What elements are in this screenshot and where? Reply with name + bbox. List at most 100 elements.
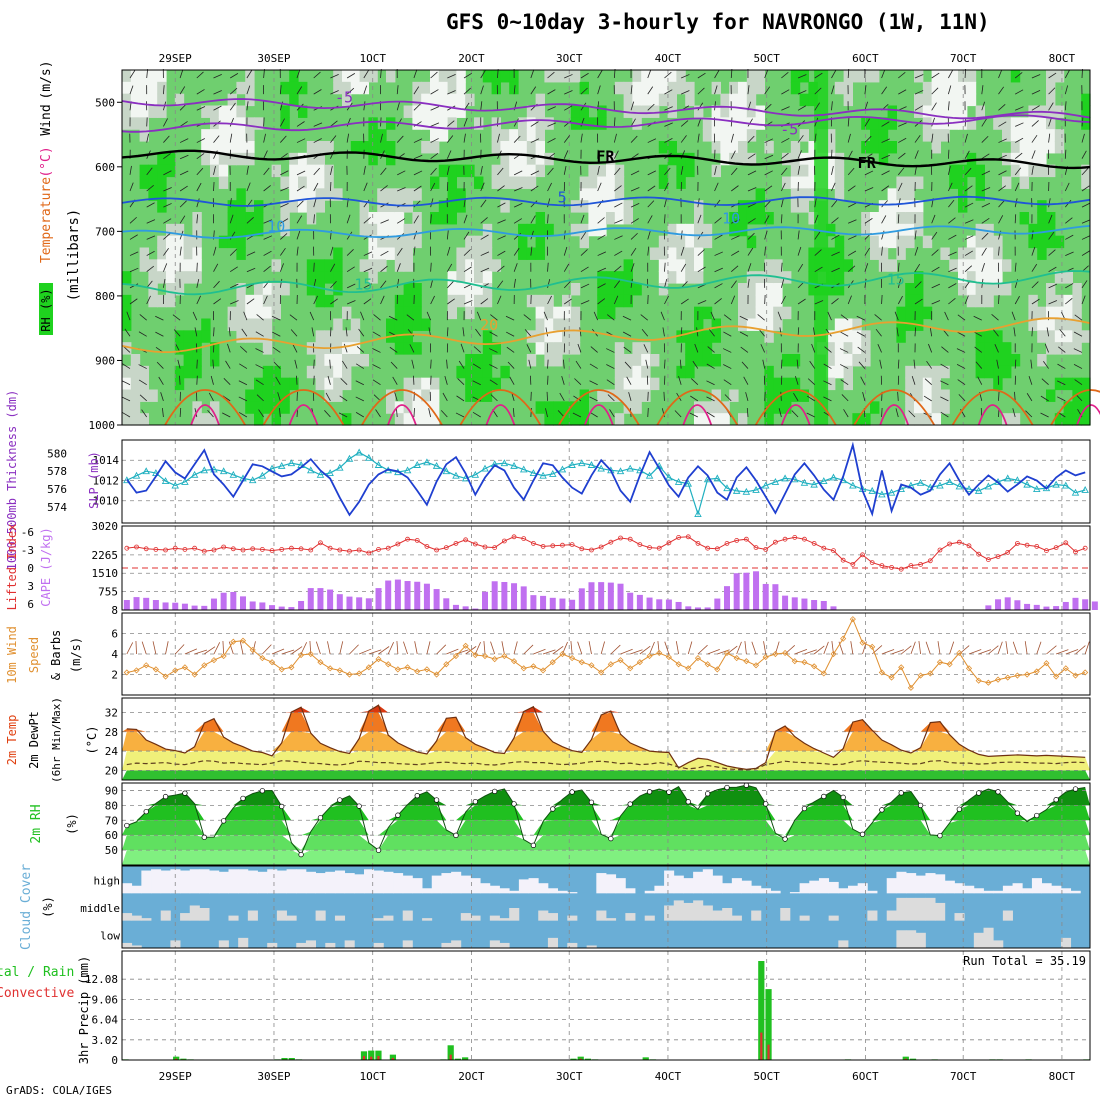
wind-barb <box>413 138 423 143</box>
cloud-low-bar <box>267 942 278 948</box>
wind-barb <box>463 300 473 305</box>
rh-cell <box>236 247 246 260</box>
lifted-index-marker <box>463 537 469 543</box>
rh-cell <box>958 93 968 107</box>
wind-barb <box>380 185 388 192</box>
cape-bar <box>1062 601 1069 610</box>
rh-cell <box>808 81 818 95</box>
wind-barb <box>630 101 635 111</box>
rh-cell <box>245 389 255 402</box>
rh2m-marker <box>995 789 1001 795</box>
slp-axis-label: SLP (mb) <box>87 451 101 509</box>
wind-barb <box>597 217 605 224</box>
wind-barb <box>129 298 138 305</box>
cloud-high-bar <box>373 870 384 894</box>
cloud-high-bar <box>393 873 404 894</box>
rh-cell <box>720 129 730 142</box>
rh-cell <box>694 105 704 118</box>
wind-barb <box>444 375 448 385</box>
pressure-tick-label: 600 <box>95 161 115 174</box>
rh-cell <box>236 330 246 343</box>
wind-barb-10m <box>271 648 285 655</box>
rh-cell <box>676 235 686 249</box>
lifted-index-marker <box>1063 540 1069 546</box>
rh-cell <box>711 354 721 367</box>
rh-cell <box>210 105 220 118</box>
cloud-high-bar <box>141 870 152 894</box>
wind-barb <box>246 85 251 95</box>
wind-barb <box>355 380 365 386</box>
rh-cell <box>597 389 607 402</box>
wind-barb <box>255 348 264 353</box>
rh-cell <box>826 365 836 379</box>
wind-barb <box>981 247 987 256</box>
wind-barb <box>163 135 170 143</box>
rh-cell <box>148 259 158 272</box>
rh-cell <box>289 176 299 189</box>
rh-cell <box>421 413 431 426</box>
wind-barb <box>138 331 147 337</box>
wind-barb <box>513 247 520 256</box>
wind-barb <box>229 133 233 143</box>
cloud-high-bar <box>896 871 907 894</box>
wind-barb <box>372 348 381 353</box>
rh-cell <box>914 401 924 414</box>
wind-barb <box>660 311 665 321</box>
lifted-index-marker <box>705 545 711 551</box>
wind-speed-marker <box>569 655 576 662</box>
wind-barb <box>931 249 939 256</box>
rh-cell <box>878 235 889 249</box>
rh-cell <box>764 271 774 284</box>
wind-barb <box>313 375 315 385</box>
wind-barb <box>613 68 616 79</box>
wind-barb <box>647 138 657 143</box>
lifted-index-marker <box>1073 549 1078 555</box>
rh-cell <box>984 294 994 308</box>
wind-barb <box>156 361 164 369</box>
wind-speed-marker <box>123 669 130 676</box>
cloud-high-bar <box>557 890 568 894</box>
wind-barb <box>981 101 986 111</box>
wind-barb <box>490 314 498 321</box>
cape-tick-label: 1510 <box>92 567 119 580</box>
wind-barb <box>296 375 298 385</box>
rh-cell <box>984 223 994 237</box>
run-total-label: Run Total = 35.19 <box>963 954 1086 968</box>
rh2m-marker <box>201 834 207 840</box>
wind-barb <box>998 170 1007 176</box>
wind-barb-10m <box>717 649 730 655</box>
rh-cell <box>333 354 343 367</box>
wind-barb <box>680 263 687 272</box>
lifted-index-marker <box>656 545 662 551</box>
rh-cell <box>870 223 880 237</box>
rh-cell <box>465 365 475 379</box>
rh-cell <box>509 81 519 95</box>
wind-barb <box>847 265 856 273</box>
rh-cell <box>412 306 422 320</box>
rh-cell <box>1081 176 1091 189</box>
rh-cell <box>940 81 950 95</box>
wind-barb <box>881 121 890 127</box>
cape-bar <box>452 604 459 610</box>
rh-cell <box>342 413 352 426</box>
thickness-marker <box>684 479 693 487</box>
rh-cell <box>245 401 255 414</box>
wind-barb <box>256 394 264 402</box>
rh-cell <box>412 413 422 426</box>
rh-cell <box>1081 93 1091 107</box>
rh-cell <box>1072 377 1082 391</box>
rh-cell <box>1002 129 1012 142</box>
cloud-high-bar <box>1060 888 1072 894</box>
cloud-middle-bar <box>673 900 684 921</box>
wind-barb <box>196 153 205 160</box>
rh-cell <box>386 389 396 402</box>
rh-cell <box>403 223 413 237</box>
wind-barb <box>430 295 435 305</box>
rh-cell <box>315 152 325 166</box>
wind-barb <box>796 359 799 369</box>
rh-cell <box>218 152 229 166</box>
rh-cell <box>166 152 176 166</box>
rh-cell <box>702 117 713 130</box>
rh-cell <box>482 271 493 284</box>
rh-cell <box>298 176 308 189</box>
